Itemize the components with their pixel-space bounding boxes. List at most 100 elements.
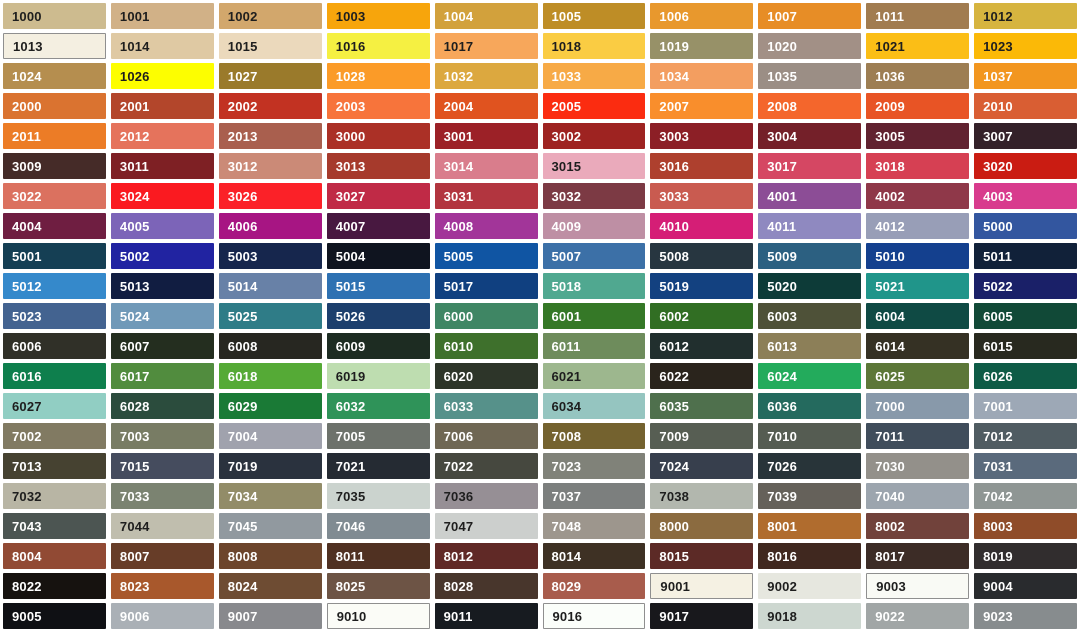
color-swatch-6034[interactable]: 6034 xyxy=(542,393,646,419)
color-swatch-7045[interactable]: 7045 xyxy=(218,513,322,539)
color-swatch-6003[interactable]: 6003 xyxy=(758,303,862,329)
color-swatch-4004[interactable]: 4004 xyxy=(3,213,106,239)
color-swatch-8001[interactable]: 8001 xyxy=(758,513,862,539)
color-swatch-5005[interactable]: 5005 xyxy=(434,243,538,269)
color-swatch-9023[interactable]: 9023 xyxy=(974,603,1077,629)
color-swatch-7038[interactable]: 7038 xyxy=(650,483,754,509)
color-swatch-6033[interactable]: 6033 xyxy=(434,393,538,419)
color-swatch-1033[interactable]: 1033 xyxy=(542,63,646,89)
color-swatch-1001[interactable]: 1001 xyxy=(110,3,214,29)
color-swatch-8014[interactable]: 8014 xyxy=(542,543,646,569)
color-swatch-6005[interactable]: 6005 xyxy=(974,303,1077,329)
color-swatch-9007[interactable]: 9007 xyxy=(218,603,322,629)
color-swatch-6008[interactable]: 6008 xyxy=(218,333,322,359)
color-swatch-1004[interactable]: 1004 xyxy=(434,3,538,29)
color-swatch-6009[interactable]: 6009 xyxy=(326,333,430,359)
color-swatch-7011[interactable]: 7011 xyxy=(866,423,970,449)
color-swatch-1020[interactable]: 1020 xyxy=(758,33,862,59)
color-swatch-6010[interactable]: 6010 xyxy=(434,333,538,359)
color-swatch-5013[interactable]: 5013 xyxy=(110,273,214,299)
color-swatch-6014[interactable]: 6014 xyxy=(866,333,970,359)
color-swatch-9022[interactable]: 9022 xyxy=(866,603,970,629)
color-swatch-7031[interactable]: 7031 xyxy=(974,453,1077,479)
color-swatch-3003[interactable]: 3003 xyxy=(650,123,754,149)
color-swatch-3022[interactable]: 3022 xyxy=(3,183,106,209)
color-swatch-1006[interactable]: 1006 xyxy=(650,3,754,29)
color-swatch-6020[interactable]: 6020 xyxy=(434,363,538,389)
color-swatch-2009[interactable]: 2009 xyxy=(866,93,970,119)
color-swatch-1036[interactable]: 1036 xyxy=(866,63,970,89)
color-swatch-3018[interactable]: 3018 xyxy=(866,153,970,179)
color-swatch-7022[interactable]: 7022 xyxy=(434,453,538,479)
color-swatch-8003[interactable]: 8003 xyxy=(974,513,1077,539)
color-swatch-3026[interactable]: 3026 xyxy=(218,183,322,209)
color-swatch-3009[interactable]: 3009 xyxy=(3,153,106,179)
color-swatch-1034[interactable]: 1034 xyxy=(650,63,754,89)
color-swatch-6015[interactable]: 6015 xyxy=(974,333,1077,359)
color-swatch-6028[interactable]: 6028 xyxy=(110,393,214,419)
color-swatch-5003[interactable]: 5003 xyxy=(218,243,322,269)
color-swatch-8002[interactable]: 8002 xyxy=(866,513,970,539)
color-swatch-8004[interactable]: 8004 xyxy=(3,543,106,569)
color-swatch-7024[interactable]: 7024 xyxy=(650,453,754,479)
color-swatch-2012[interactable]: 2012 xyxy=(110,123,214,149)
color-swatch-2000[interactable]: 2000 xyxy=(3,93,106,119)
color-swatch-9018[interactable]: 9018 xyxy=(758,603,862,629)
color-swatch-1024[interactable]: 1024 xyxy=(3,63,106,89)
color-swatch-7004[interactable]: 7004 xyxy=(218,423,322,449)
color-swatch-6026[interactable]: 6026 xyxy=(974,363,1077,389)
color-swatch-5014[interactable]: 5014 xyxy=(218,273,322,299)
color-swatch-7023[interactable]: 7023 xyxy=(542,453,646,479)
color-swatch-8017[interactable]: 8017 xyxy=(866,543,970,569)
color-swatch-7006[interactable]: 7006 xyxy=(434,423,538,449)
color-swatch-7037[interactable]: 7037 xyxy=(542,483,646,509)
color-swatch-6025[interactable]: 6025 xyxy=(866,363,970,389)
color-swatch-6019[interactable]: 6019 xyxy=(326,363,430,389)
color-swatch-8029[interactable]: 8029 xyxy=(542,573,646,599)
color-swatch-6011[interactable]: 6011 xyxy=(542,333,646,359)
color-swatch-7010[interactable]: 7010 xyxy=(758,423,862,449)
color-swatch-1021[interactable]: 1021 xyxy=(866,33,970,59)
color-swatch-9001[interactable]: 9001 xyxy=(650,573,754,599)
color-swatch-7032[interactable]: 7032 xyxy=(3,483,106,509)
color-swatch-1003[interactable]: 1003 xyxy=(326,3,430,29)
color-swatch-8007[interactable]: 8007 xyxy=(110,543,214,569)
color-swatch-7043[interactable]: 7043 xyxy=(3,513,106,539)
color-swatch-6035[interactable]: 6035 xyxy=(650,393,754,419)
color-swatch-1035[interactable]: 1035 xyxy=(758,63,862,89)
color-swatch-7013[interactable]: 7013 xyxy=(3,453,106,479)
color-swatch-1028[interactable]: 1028 xyxy=(326,63,430,89)
color-swatch-7035[interactable]: 7035 xyxy=(326,483,430,509)
color-swatch-7044[interactable]: 7044 xyxy=(110,513,214,539)
color-swatch-7039[interactable]: 7039 xyxy=(758,483,862,509)
color-swatch-4003[interactable]: 4003 xyxy=(974,183,1077,209)
color-swatch-6013[interactable]: 6013 xyxy=(758,333,862,359)
color-swatch-9017[interactable]: 9017 xyxy=(650,603,754,629)
color-swatch-9005[interactable]: 9005 xyxy=(3,603,106,629)
color-swatch-9010[interactable]: 9010 xyxy=(326,603,430,629)
color-swatch-8025[interactable]: 8025 xyxy=(326,573,430,599)
color-swatch-3000[interactable]: 3000 xyxy=(326,123,430,149)
color-swatch-4008[interactable]: 4008 xyxy=(434,213,538,239)
color-swatch-7040[interactable]: 7040 xyxy=(866,483,970,509)
color-swatch-8011[interactable]: 8011 xyxy=(326,543,430,569)
color-swatch-3027[interactable]: 3027 xyxy=(326,183,430,209)
color-swatch-5008[interactable]: 5008 xyxy=(650,243,754,269)
color-swatch-7012[interactable]: 7012 xyxy=(974,423,1077,449)
color-swatch-9011[interactable]: 9011 xyxy=(434,603,538,629)
color-swatch-3001[interactable]: 3001 xyxy=(434,123,538,149)
color-swatch-4006[interactable]: 4006 xyxy=(218,213,322,239)
color-swatch-1007[interactable]: 1007 xyxy=(758,3,862,29)
color-swatch-3002[interactable]: 3002 xyxy=(542,123,646,149)
color-swatch-8012[interactable]: 8012 xyxy=(434,543,538,569)
color-swatch-4002[interactable]: 4002 xyxy=(866,183,970,209)
color-swatch-6024[interactable]: 6024 xyxy=(758,363,862,389)
color-swatch-3031[interactable]: 3031 xyxy=(434,183,538,209)
color-swatch-7009[interactable]: 7009 xyxy=(650,423,754,449)
color-swatch-3004[interactable]: 3004 xyxy=(758,123,862,149)
color-swatch-1002[interactable]: 1002 xyxy=(218,3,322,29)
color-swatch-4007[interactable]: 4007 xyxy=(326,213,430,239)
color-swatch-5000[interactable]: 5000 xyxy=(974,213,1077,239)
color-swatch-7046[interactable]: 7046 xyxy=(326,513,430,539)
color-swatch-2010[interactable]: 2010 xyxy=(974,93,1077,119)
